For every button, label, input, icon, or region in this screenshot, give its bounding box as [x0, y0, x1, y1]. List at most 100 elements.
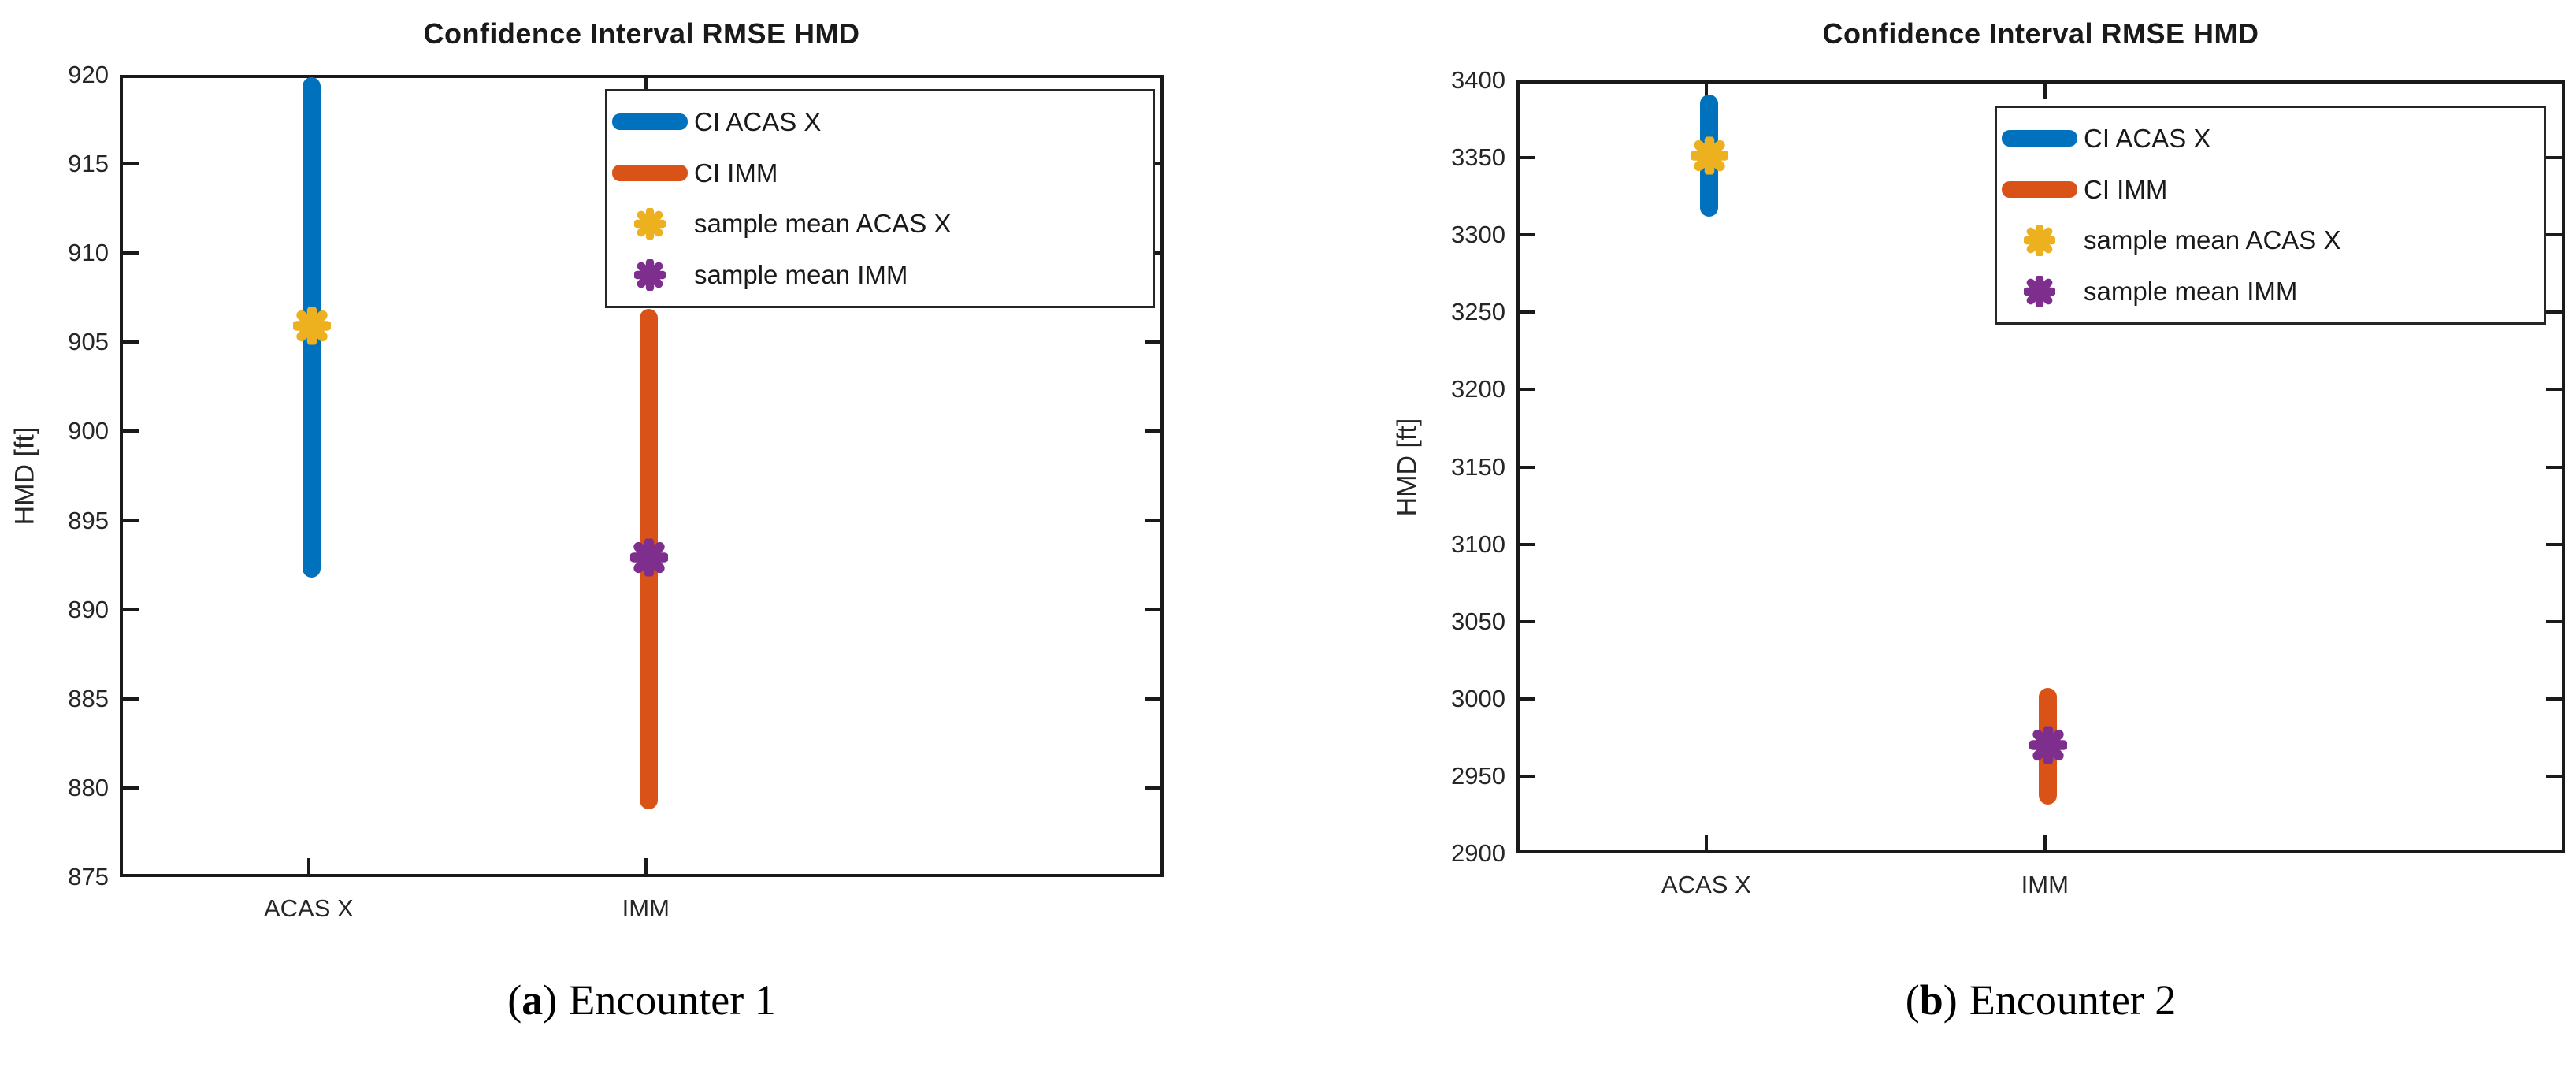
- y-tick-mark-right: [2546, 233, 2562, 237]
- y-tick-label: 3000: [1451, 684, 1505, 712]
- legend-item-ci-acas-x: CI ACAS X: [2000, 113, 2544, 164]
- legend-swatch: [611, 165, 689, 182]
- y-tick-mark-left: [1520, 310, 1535, 314]
- y-tick-mark-right: [1145, 786, 1160, 790]
- y-tick-label: 3300: [1451, 221, 1505, 249]
- y-tick-mark-right: [2546, 697, 2562, 701]
- legend-item-label: sample mean ACAS X: [694, 209, 952, 239]
- y-tick-mark-right: [2546, 310, 2562, 314]
- y-tick-label: 905: [68, 328, 109, 356]
- y-tick-mark-right: [2546, 465, 2562, 469]
- legend-asterisk-marker-icon: [2024, 225, 2055, 257]
- y-tick-label: 3150: [1451, 452, 1505, 481]
- subfigure-caption-a: (a) Encounter 1: [507, 976, 775, 1024]
- y-tick-mark-right: [1145, 429, 1160, 433]
- legend-asterisk-marker-icon: [634, 259, 666, 292]
- legend-item-ci-acas-x: CI ACAS X: [611, 97, 1153, 147]
- legend-item-ci-imm: CI IMM: [611, 148, 1153, 199]
- y-tick-label: 895: [68, 506, 109, 534]
- x-tick-label-imm: IMM: [2021, 871, 2069, 898]
- asterisk-marker-icon: [1689, 136, 1730, 177]
- legend-item-label: sample mean IMM: [2084, 277, 2298, 307]
- legend-item-label: CI ACAS X: [2084, 123, 2211, 153]
- y-tick-mark-left: [1520, 388, 1535, 392]
- y-tick-mark-left: [123, 786, 139, 790]
- panel-encounter-1: Confidence Interval RMSE HMD HMD [ft] CI…: [10, 17, 1164, 1024]
- mean-marker-sample-mean-imm: [2028, 724, 2069, 768]
- y-tick-mark-left: [123, 697, 139, 701]
- asterisk-marker-icon: [2028, 724, 2069, 765]
- y-tick-mark-right: [2546, 774, 2562, 778]
- x-tick-mark-bottom: [306, 858, 310, 874]
- y-tick-mark-left: [1520, 697, 1535, 701]
- legend-item-ci-imm: CI IMM: [2000, 165, 2544, 215]
- y-tick-label: 3100: [1451, 530, 1505, 558]
- caption-letter: a: [522, 976, 544, 1024]
- y-tick-mark-left: [1520, 774, 1535, 778]
- caption-text: Encounter 1: [569, 976, 776, 1024]
- chart-title: Confidence Interval RMSE HMD: [423, 17, 860, 50]
- panel-encounter-2: Confidence Interval RMSE HMD HMD [ft] CI…: [1288, 0, 2576, 1078]
- x-tick-label-imm: IMM: [622, 894, 670, 922]
- y-tick-label: 885: [68, 684, 109, 712]
- y-tick-label: 920: [68, 61, 109, 88]
- mean-marker-sample-mean-imm: [629, 537, 670, 580]
- legend-item-label: sample mean IMM: [694, 260, 908, 290]
- legend-swatch: [2000, 181, 2079, 199]
- y-tick-mark-right: [2546, 156, 2562, 160]
- y-tick-label: 3250: [1451, 298, 1505, 326]
- x-tick-label-acas-x: ACAS X: [1661, 871, 1751, 898]
- x-tick-mark-top: [644, 78, 648, 94]
- mean-marker-sample-mean-acas-x: [1689, 136, 1730, 179]
- y-tick-mark-left: [1520, 619, 1535, 623]
- y-tick-mark-right: [1145, 519, 1160, 522]
- y-tick-mark-left: [123, 340, 139, 344]
- legend-item-label: sample mean ACAS X: [2084, 225, 2341, 255]
- x-tick-label-acas-x: ACAS X: [263, 894, 354, 922]
- y-tick-label: 910: [68, 239, 109, 267]
- legend-swatch: [611, 259, 689, 292]
- legend-item-sample-mean-imm: sample mean IMM: [611, 250, 1153, 300]
- x-tick-mark-top: [1704, 84, 1708, 99]
- mean-marker-sample-mean-acas-x: [291, 305, 332, 348]
- legend-item-label: CI ACAS X: [694, 106, 822, 136]
- plot-area: CI ACAS X CI IMM sample mean ACAS X sample …: [1516, 80, 2565, 853]
- y-tick-mark-right: [1145, 608, 1160, 611]
- y-tick-label: 2900: [1451, 839, 1505, 867]
- y-tick-mark-left: [123, 608, 139, 611]
- legend-item-sample-mean-acas-x: sample mean ACAS X: [2000, 215, 2544, 266]
- legend-swatch: [2000, 130, 2079, 147]
- legend-line-swatch: [2002, 130, 2077, 147]
- y-tick-label: 900: [68, 417, 109, 445]
- legend-item-sample-mean-imm: sample mean IMM: [2000, 266, 2544, 317]
- y-tick-mark-right: [1145, 340, 1160, 344]
- y-tick-mark-left: [123, 251, 139, 255]
- y-tick-mark-right: [2546, 619, 2562, 623]
- legend-item-label: CI IMM: [2084, 174, 2168, 204]
- y-tick-mark-right: [2546, 542, 2562, 546]
- y-tick-mark-left: [1520, 156, 1535, 160]
- x-tick-mark-bottom: [2043, 835, 2047, 850]
- x-tick-mark-top: [2043, 84, 2047, 99]
- caption-paren-open: (: [507, 976, 522, 1024]
- caption-text: Encounter 2: [1969, 976, 2177, 1024]
- asterisk-marker-icon: [629, 537, 670, 578]
- y-tick-mark-left: [1520, 233, 1535, 237]
- y-tick-mark-left: [123, 162, 139, 166]
- caption-paren-open: (: [1905, 976, 1920, 1024]
- y-tick-label: 3200: [1451, 375, 1505, 403]
- x-tick-mark-bottom: [644, 858, 648, 874]
- legend-asterisk-marker-icon: [2024, 276, 2055, 308]
- legend-line-swatch: [2002, 181, 2077, 199]
- legend-swatch: [611, 113, 689, 131]
- y-tick-mark-left: [123, 519, 139, 522]
- y-tick-mark-left: [1520, 465, 1535, 469]
- caption-letter: b: [1919, 976, 1943, 1024]
- y-tick-label: 890: [68, 595, 109, 623]
- y-tick-label: 880: [68, 773, 109, 801]
- y-tick-label: 3400: [1451, 66, 1505, 94]
- y-tick-label: 875: [68, 863, 109, 890]
- y-tick-label: 3350: [1451, 143, 1505, 172]
- subfigure-caption-b: (b) Encounter 2: [1906, 976, 2177, 1024]
- asterisk-marker-icon: [291, 305, 332, 346]
